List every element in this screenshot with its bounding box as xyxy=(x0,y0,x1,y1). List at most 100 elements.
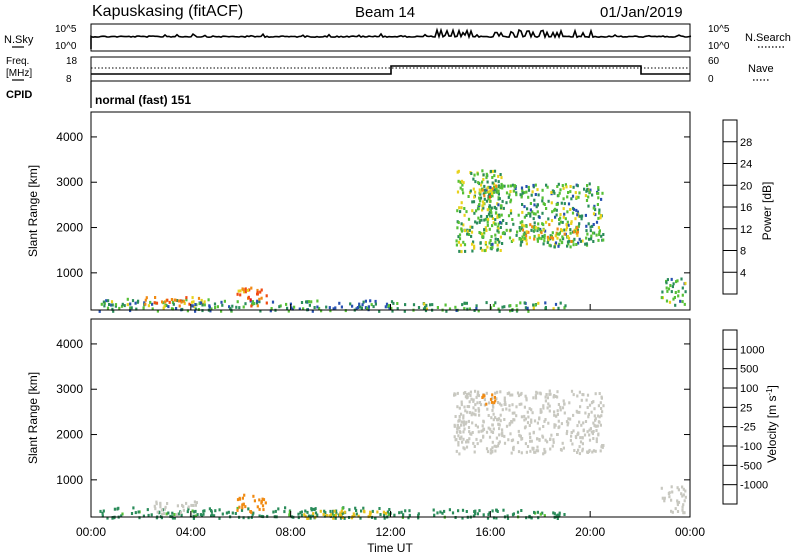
heatmap-cell xyxy=(439,510,442,514)
heatmap-cell xyxy=(506,516,510,520)
heatmap-cell xyxy=(536,445,539,449)
heatmap-cell xyxy=(467,392,470,396)
heatmap-cell xyxy=(258,514,261,518)
heatmap-cell xyxy=(575,208,578,212)
heatmap-cell xyxy=(567,421,570,425)
heatmap-cell xyxy=(527,415,530,419)
heatmap-cell xyxy=(594,213,597,217)
heatmap-cell xyxy=(338,301,341,305)
heatmap-cell xyxy=(531,190,534,194)
heatmap-cell xyxy=(194,307,197,311)
heatmap-cell xyxy=(319,509,322,513)
heatmap-cell xyxy=(508,236,512,240)
heatmap-cell xyxy=(521,203,524,206)
heatmap-cell xyxy=(258,300,261,304)
heatmap-cell xyxy=(599,449,602,453)
heatmap-cell xyxy=(588,433,591,437)
heatmap-cell xyxy=(532,303,535,307)
heatmap-cell xyxy=(454,415,457,418)
heatmap-cell xyxy=(498,423,501,427)
heatmap-cell xyxy=(555,213,558,217)
heatmap-cell xyxy=(220,309,223,313)
heatmap-cell xyxy=(532,183,535,187)
heatmap-cell xyxy=(168,300,171,304)
heatmap-cell xyxy=(138,516,141,520)
heatmap-cell xyxy=(129,309,132,313)
heatmap-cell xyxy=(541,196,544,200)
heatmap-cell xyxy=(509,393,512,397)
heatmap-cell xyxy=(681,485,684,489)
heatmap-cell xyxy=(456,391,459,395)
heatmap-cell xyxy=(536,210,539,214)
heatmap-cell xyxy=(463,243,467,247)
heatmap-cell xyxy=(236,300,239,304)
heatmap-cell xyxy=(676,503,679,507)
heatmap-cell xyxy=(455,449,458,453)
heatmap-cell xyxy=(597,238,600,242)
heatmap-cell xyxy=(479,231,482,235)
heatmap-cell xyxy=(260,500,263,504)
heatmap-cell xyxy=(491,393,494,397)
heatmap-cell xyxy=(98,309,101,313)
heatmap-cell xyxy=(499,206,503,210)
heatmap-cell xyxy=(253,499,256,503)
heatmap-cell xyxy=(509,200,512,204)
heatmap-cell xyxy=(472,187,475,191)
heatmap-cell xyxy=(572,243,575,247)
heatmap-cell xyxy=(297,516,300,520)
heatmap-cell xyxy=(511,438,515,442)
heatmap-cell xyxy=(458,415,461,418)
heatmap-cell xyxy=(514,187,517,191)
heatmap-cell xyxy=(587,415,590,419)
heatmap-cell xyxy=(177,299,180,303)
heatmap-cell xyxy=(364,299,367,303)
heatmap-cell xyxy=(443,509,446,513)
heatmap-cell xyxy=(476,512,479,516)
heatmap-cell xyxy=(566,244,569,248)
heatmap-cell xyxy=(210,509,213,512)
heatmap-cell xyxy=(529,439,532,443)
heatmap-cell xyxy=(240,508,244,512)
heatmap-cell xyxy=(579,436,582,440)
heatmap-cell xyxy=(562,446,565,450)
heatmap-cell xyxy=(153,504,156,508)
heatmap-cell xyxy=(457,443,460,447)
heatmap-cell xyxy=(473,510,476,514)
heatmap-cell xyxy=(271,300,275,304)
heatmap-cell xyxy=(369,299,372,303)
heatmap-cell xyxy=(495,397,498,401)
heatmap-cell xyxy=(523,231,526,235)
heatmap-cell xyxy=(479,241,482,245)
heatmap-cell xyxy=(572,207,576,211)
heatmap-cell xyxy=(547,421,550,425)
heatmap-cell xyxy=(583,433,587,437)
heatmap-cell xyxy=(591,193,594,197)
heatmap-cell xyxy=(586,232,589,236)
station-title: Kapuskasing (fitACF) xyxy=(92,3,243,20)
heatmap-cell xyxy=(579,405,582,409)
heatmap-cell xyxy=(249,298,252,302)
heatmap-cell xyxy=(403,309,406,313)
heatmap-cell xyxy=(508,408,511,412)
heatmap-cell xyxy=(585,224,588,228)
heatmap-cell xyxy=(494,179,497,183)
heatmap-cell xyxy=(597,433,600,437)
heatmap-cell xyxy=(343,510,346,514)
heatmap-cell xyxy=(175,513,179,517)
heatmap-cell xyxy=(478,219,481,222)
heatmap-cell xyxy=(466,405,469,408)
heatmap-cell xyxy=(130,306,133,310)
heatmap-cell xyxy=(150,513,153,517)
heatmap-cell xyxy=(538,416,541,420)
heatmap-cell xyxy=(488,435,492,439)
heatmap-cell xyxy=(507,214,511,218)
heatmap-cell xyxy=(563,228,566,232)
heatmap-cell xyxy=(477,408,481,412)
heatmap-cell xyxy=(256,299,259,303)
heatmap-cell xyxy=(203,303,206,307)
heatmap-cell xyxy=(539,227,542,231)
heatmap-cell xyxy=(666,278,669,282)
heatmap-cell xyxy=(499,235,502,239)
heatmap-cell xyxy=(485,215,489,218)
heatmap-cell xyxy=(373,516,377,520)
